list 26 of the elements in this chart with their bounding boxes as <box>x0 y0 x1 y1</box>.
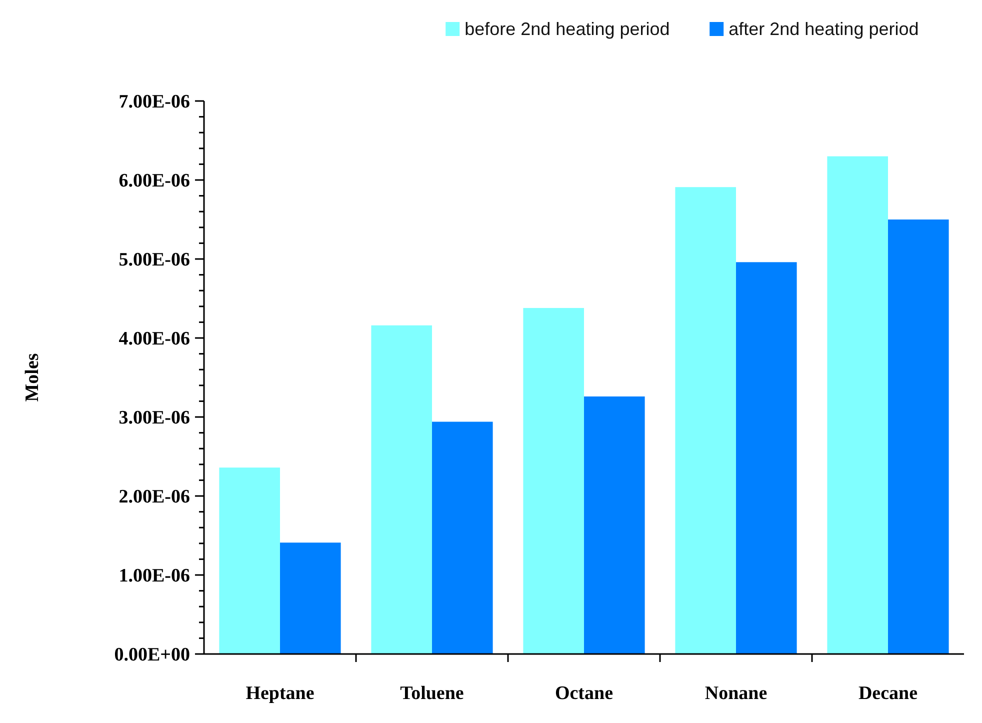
bar <box>827 156 888 654</box>
bar <box>523 308 584 654</box>
bar <box>371 325 432 654</box>
x-tick-label: Heptane <box>246 683 314 704</box>
bar <box>219 468 280 654</box>
legend-label: before 2nd heating period <box>464 19 670 39</box>
bar <box>888 220 949 654</box>
y-tick-label: 2.00E-06 <box>118 486 190 508</box>
bar <box>675 187 736 654</box>
y-axis-title: Moles <box>22 353 43 402</box>
bar <box>584 396 645 654</box>
y-tick-label: 4.00E-06 <box>118 328 190 350</box>
y-tick-label: 0.00E+00 <box>114 644 190 666</box>
x-tick-label: Nonane <box>704 683 768 704</box>
y-tick-label: 6.00E-06 <box>118 170 190 192</box>
y-tick-label: 1.00E-06 <box>118 566 190 587</box>
y-tick-label: 3.00E-06 <box>118 408 190 429</box>
x-tick-label: Toluene <box>400 683 464 704</box>
bar <box>736 262 797 654</box>
legend-label: after 2nd heating period <box>728 19 919 39</box>
bar <box>432 422 493 654</box>
y-tick-label: 7.00E-06 <box>118 92 190 113</box>
bar <box>280 542 341 654</box>
x-tick-label: Octane <box>554 683 614 704</box>
y-tick-label: 5.00E-06 <box>118 250 190 271</box>
x-tick-label: Decane <box>858 683 918 704</box>
